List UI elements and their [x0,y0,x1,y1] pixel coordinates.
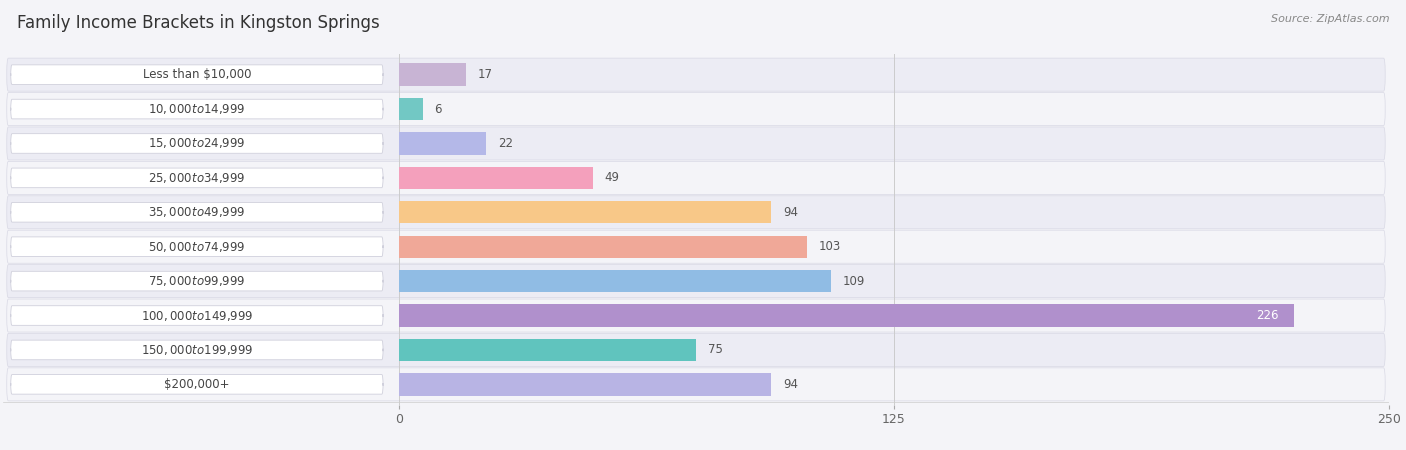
Text: $50,000 to $74,999: $50,000 to $74,999 [148,240,246,254]
Text: $10,000 to $14,999: $10,000 to $14,999 [148,102,246,116]
Text: Less than $10,000: Less than $10,000 [142,68,252,81]
Text: $150,000 to $199,999: $150,000 to $199,999 [141,343,253,357]
FancyBboxPatch shape [11,99,382,119]
Bar [399,132,486,155]
Text: $75,000 to $99,999: $75,000 to $99,999 [148,274,246,288]
FancyBboxPatch shape [11,202,382,222]
Text: $25,000 to $34,999: $25,000 to $34,999 [148,171,246,185]
FancyBboxPatch shape [11,271,382,291]
Text: 109: 109 [842,274,865,288]
Bar [399,166,593,189]
FancyBboxPatch shape [11,306,382,325]
FancyBboxPatch shape [7,230,1385,263]
Bar [399,304,1294,327]
FancyBboxPatch shape [7,368,1385,401]
Bar [399,235,807,258]
Bar [399,270,831,292]
FancyBboxPatch shape [7,196,1385,229]
Bar [399,63,467,86]
FancyBboxPatch shape [11,65,382,85]
FancyBboxPatch shape [7,58,1385,91]
Text: $100,000 to $149,999: $100,000 to $149,999 [141,309,253,323]
FancyBboxPatch shape [7,299,1385,332]
Bar [399,339,696,361]
Text: $200,000+: $200,000+ [165,378,229,391]
FancyBboxPatch shape [11,340,382,360]
Bar [399,98,423,120]
FancyBboxPatch shape [11,134,382,153]
Text: 6: 6 [434,103,441,116]
FancyBboxPatch shape [11,237,382,256]
Text: 17: 17 [478,68,494,81]
Text: 94: 94 [783,206,799,219]
Text: 103: 103 [818,240,841,253]
FancyBboxPatch shape [7,93,1385,126]
Text: 22: 22 [498,137,513,150]
FancyBboxPatch shape [11,168,382,188]
Text: Source: ZipAtlas.com: Source: ZipAtlas.com [1271,14,1389,23]
Text: Family Income Brackets in Kingston Springs: Family Income Brackets in Kingston Sprin… [17,14,380,32]
Text: 49: 49 [605,171,620,184]
Text: 94: 94 [783,378,799,391]
FancyBboxPatch shape [7,333,1385,366]
FancyBboxPatch shape [7,162,1385,194]
FancyBboxPatch shape [7,127,1385,160]
FancyBboxPatch shape [7,265,1385,297]
FancyBboxPatch shape [11,374,382,394]
Text: $15,000 to $24,999: $15,000 to $24,999 [148,136,246,150]
Bar [399,373,772,396]
Bar [399,201,772,224]
Text: 226: 226 [1256,309,1278,322]
Text: $35,000 to $49,999: $35,000 to $49,999 [148,205,246,219]
Text: 75: 75 [707,343,723,356]
